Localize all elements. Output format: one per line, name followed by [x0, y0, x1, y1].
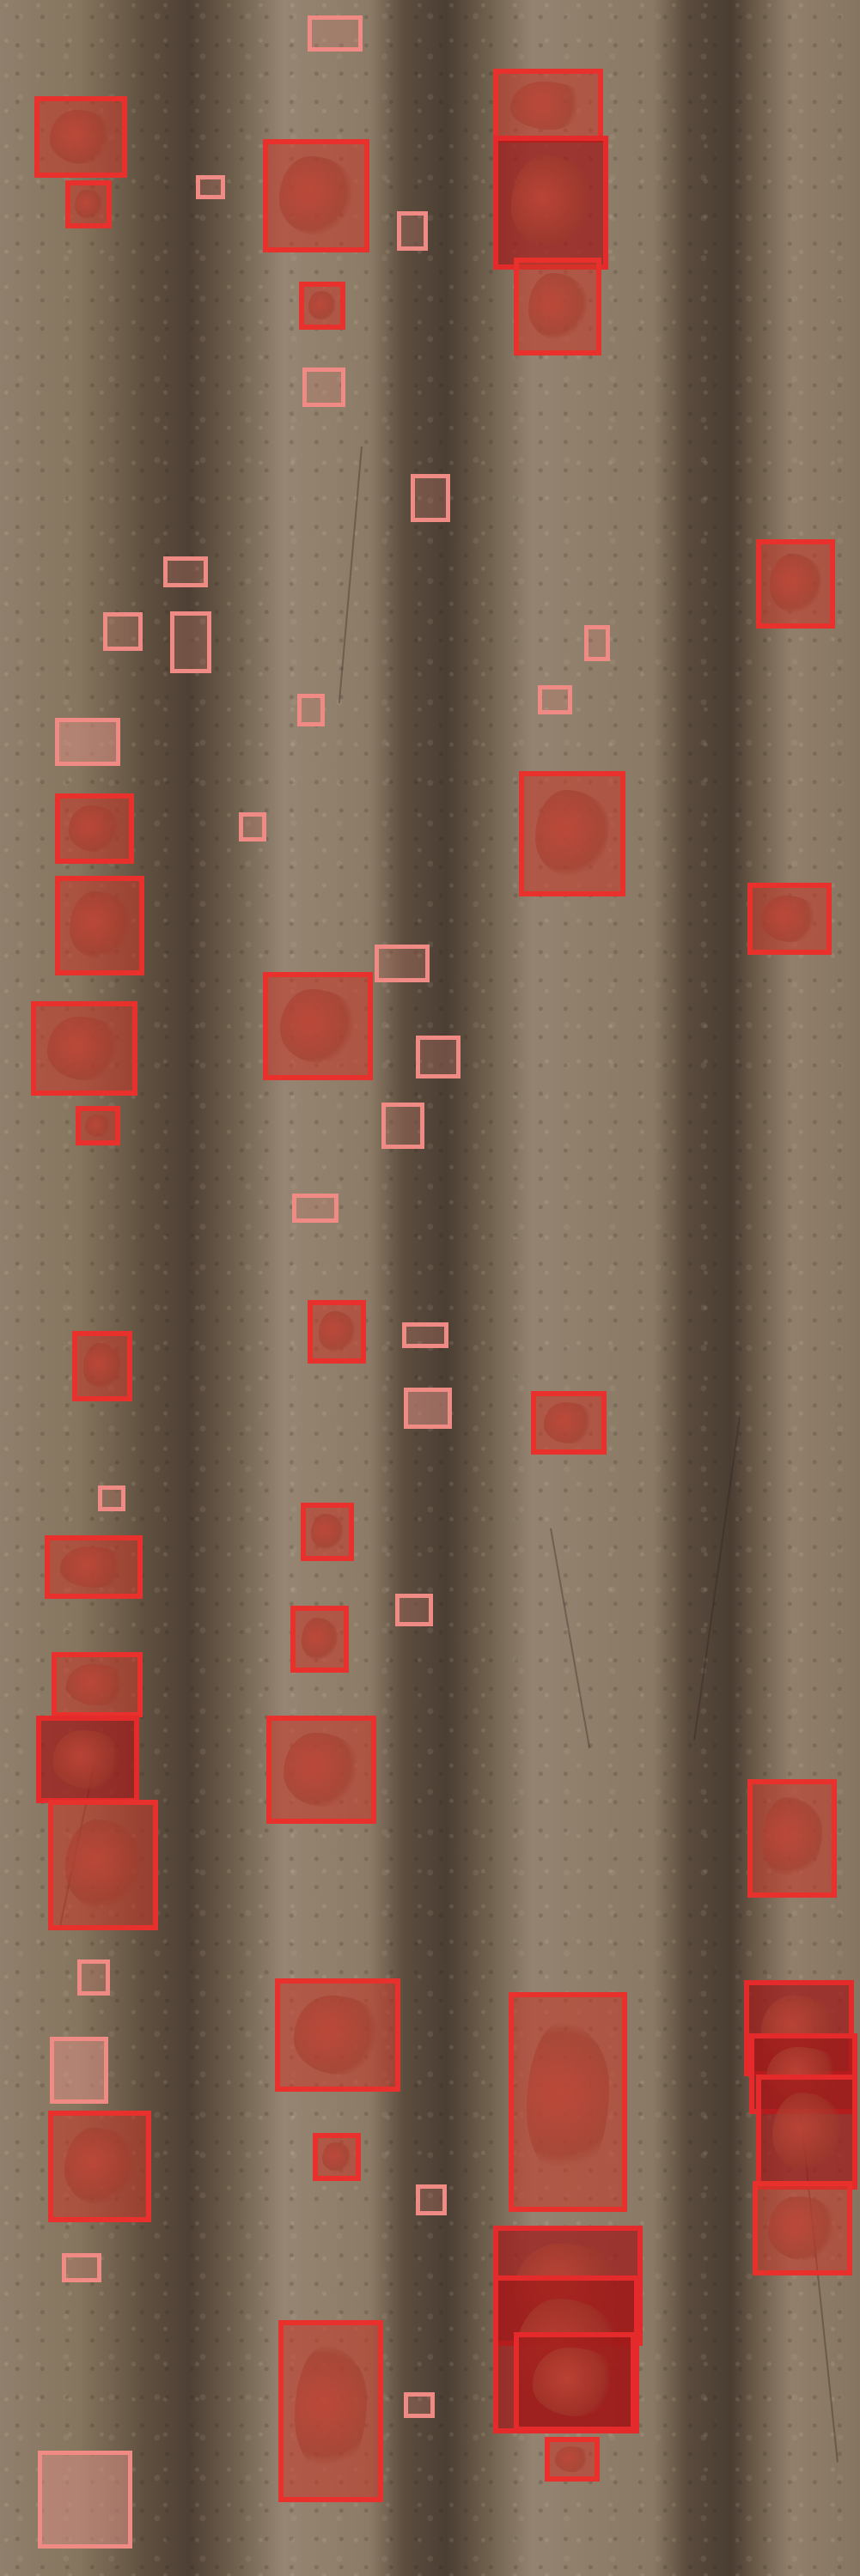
- plant-detection-box: [756, 539, 835, 629]
- plant-detection-box: [308, 15, 363, 52]
- plant-detection-box: [747, 883, 832, 955]
- plant-detection-box: [38, 2451, 132, 2549]
- plant-detection-box: [34, 96, 127, 178]
- plant-detection-box: [36, 1716, 139, 1803]
- plant-detection-box: [297, 694, 325, 726]
- soil-crack: [550, 1528, 591, 1749]
- plant-detection-box: [48, 1800, 158, 1930]
- plant-detection-box: [62, 2253, 101, 2282]
- plant-detection-box: [292, 1194, 339, 1223]
- plant-detection-box: [584, 625, 610, 661]
- plant-detection-box: [416, 1036, 460, 1078]
- plant-detection-box: [308, 1300, 366, 1364]
- plant-detection-box: [65, 180, 112, 228]
- plant-detection-box: [263, 972, 373, 1080]
- plant-detection-box: [514, 2332, 636, 2432]
- plant-detection-box: [381, 1103, 424, 1149]
- plant-detection-box: [301, 1503, 354, 1561]
- plant-detection-box: [263, 139, 369, 252]
- plant-detection-box: [493, 136, 608, 270]
- plant-detection-box: [404, 1388, 452, 1429]
- plant-detection-box: [397, 211, 428, 251]
- plant-detection-box: [55, 718, 120, 766]
- plant-detection-box: [50, 2037, 108, 2104]
- plant-detection-box: [103, 612, 143, 651]
- plant-detection-box: [519, 771, 625, 896]
- plant-detection-box: [196, 175, 225, 199]
- plant-detection-box: [302, 368, 345, 407]
- plant-detection-box: [278, 2320, 383, 2502]
- plant-detection-box: [514, 258, 601, 355]
- plant-detection-box: [299, 282, 345, 330]
- plant-detection-box: [76, 1106, 120, 1145]
- plant-detection-box: [266, 1716, 376, 1824]
- plant-detection-box: [290, 1606, 349, 1673]
- plant-detection-box: [756, 2075, 857, 2190]
- plant-detection-box: [55, 793, 134, 864]
- plant-detection-box: [753, 2181, 852, 2275]
- plant-detection-box: [170, 611, 211, 673]
- plant-detection-box: [375, 945, 430, 982]
- plant-detection-box: [72, 1331, 132, 1401]
- plant-detection-box: [52, 1652, 143, 1717]
- plant-detection-box: [538, 685, 572, 714]
- plant-detection-box: [545, 2437, 600, 2482]
- plant-detection-box: [313, 2133, 361, 2181]
- soil-crack: [693, 1417, 741, 1741]
- plant-detection-box: [747, 1779, 837, 1898]
- plant-detection-box: [416, 2184, 447, 2215]
- plant-detection-box: [77, 1959, 110, 1996]
- plant-detection-box: [55, 876, 144, 975]
- plant-detection-box: [509, 1992, 627, 2212]
- plant-detection-box: [402, 1322, 448, 1348]
- plant-detection-box: [98, 1485, 125, 1511]
- plant-detection-box: [404, 2392, 435, 2418]
- plant-detection-box: [411, 474, 450, 522]
- soil-crack: [338, 447, 363, 704]
- plant-detection-box: [531, 1391, 607, 1455]
- plant-detection-box: [239, 812, 266, 841]
- plant-detection-box: [275, 1978, 400, 2092]
- plant-detection-box: [48, 2111, 151, 2222]
- plant-detection-box: [493, 69, 603, 143]
- plant-detection-box: [31, 1001, 137, 1096]
- plant-detection-box: [163, 556, 208, 587]
- plant-detection-box: [45, 1535, 143, 1599]
- plant-detection-box: [395, 1594, 433, 1626]
